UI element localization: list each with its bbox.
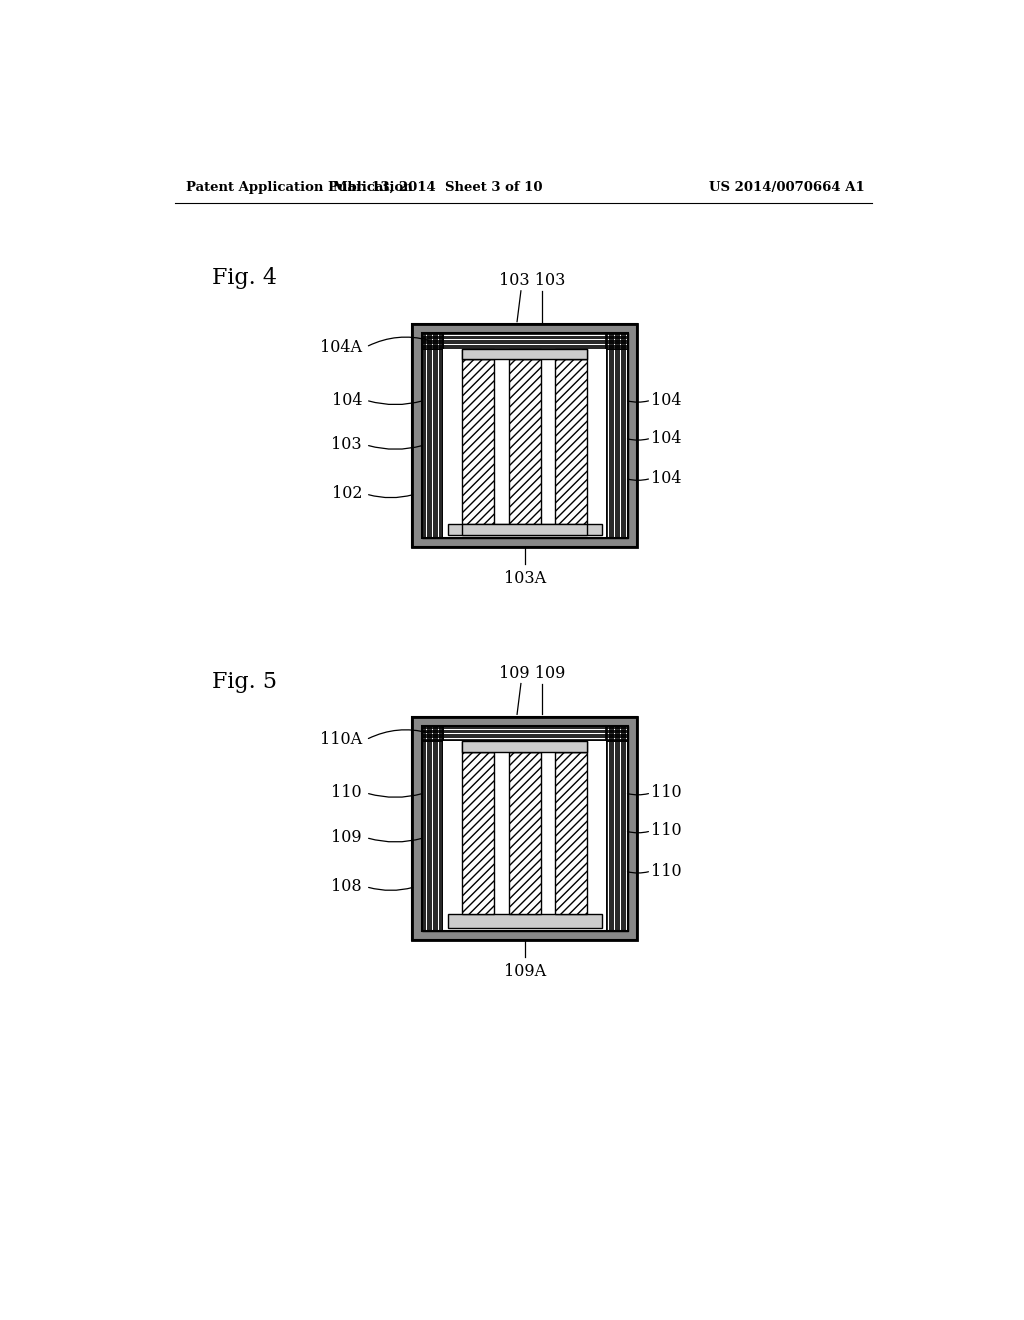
Bar <box>422 333 628 539</box>
Bar <box>462 359 495 524</box>
Bar <box>443 348 606 539</box>
Bar <box>606 726 628 931</box>
Bar <box>449 913 601 928</box>
Bar <box>422 726 628 931</box>
Bar <box>422 726 628 931</box>
Bar <box>422 726 443 931</box>
Text: 108: 108 <box>332 878 362 895</box>
Bar <box>509 348 541 359</box>
Text: 110: 110 <box>651 784 682 801</box>
Bar <box>555 752 588 913</box>
Bar <box>413 717 637 940</box>
Text: 103A: 103A <box>504 570 546 587</box>
Bar <box>509 752 541 913</box>
Bar <box>462 752 495 913</box>
Bar <box>509 359 541 524</box>
Bar <box>413 323 637 548</box>
Bar <box>422 726 628 742</box>
Bar <box>413 717 637 940</box>
Bar <box>422 726 628 931</box>
Bar <box>555 348 588 359</box>
Bar <box>555 359 588 524</box>
Bar <box>462 524 588 535</box>
Text: US 2014/0070664 A1: US 2014/0070664 A1 <box>710 181 865 194</box>
Bar <box>462 742 495 752</box>
Text: Fig. 4: Fig. 4 <box>212 267 276 289</box>
Bar <box>422 333 628 539</box>
Text: 103 103: 103 103 <box>500 272 565 289</box>
Text: 104: 104 <box>651 429 682 446</box>
Bar <box>422 333 628 539</box>
Text: 109A: 109A <box>504 964 546 979</box>
Text: 104: 104 <box>332 392 362 409</box>
Text: 104A: 104A <box>321 338 362 355</box>
Bar <box>555 742 588 752</box>
Text: 109 109: 109 109 <box>500 665 565 682</box>
Text: Patent Application Publication: Patent Application Publication <box>186 181 413 194</box>
Bar <box>606 333 628 539</box>
Text: 110: 110 <box>651 862 682 879</box>
Bar <box>413 323 637 548</box>
Text: 104: 104 <box>651 470 682 487</box>
Bar <box>462 742 588 752</box>
Bar <box>462 348 588 359</box>
Text: Fig. 5: Fig. 5 <box>212 671 276 693</box>
Bar <box>443 742 606 931</box>
Text: 110A: 110A <box>319 731 362 748</box>
Text: 110: 110 <box>651 822 682 840</box>
Text: 109: 109 <box>332 829 362 846</box>
Text: 104: 104 <box>651 392 682 409</box>
Text: 103: 103 <box>332 437 362 453</box>
Bar <box>422 333 628 348</box>
Bar <box>449 524 601 535</box>
Text: 110: 110 <box>332 784 362 801</box>
Text: Mar. 13, 2014  Sheet 3 of 10: Mar. 13, 2014 Sheet 3 of 10 <box>333 181 543 194</box>
Bar <box>462 348 495 359</box>
Text: 102: 102 <box>332 486 362 503</box>
Bar <box>422 333 443 539</box>
Bar <box>509 742 541 752</box>
